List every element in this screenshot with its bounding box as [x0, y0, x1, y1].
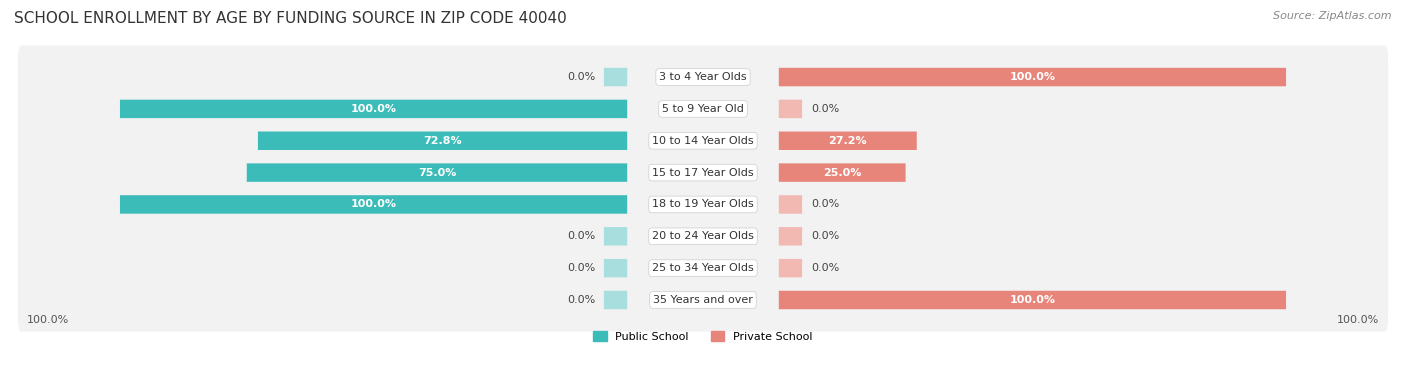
Text: 100.0%: 100.0%: [350, 199, 396, 210]
FancyBboxPatch shape: [257, 132, 627, 150]
FancyBboxPatch shape: [120, 100, 627, 118]
FancyBboxPatch shape: [605, 68, 627, 86]
Text: 0.0%: 0.0%: [811, 263, 839, 273]
Text: 75.0%: 75.0%: [418, 168, 456, 178]
FancyBboxPatch shape: [18, 109, 1388, 172]
Text: 3 to 4 Year Olds: 3 to 4 Year Olds: [659, 72, 747, 82]
FancyBboxPatch shape: [120, 195, 627, 214]
FancyBboxPatch shape: [18, 77, 1388, 141]
Text: 0.0%: 0.0%: [567, 295, 595, 305]
Text: Source: ZipAtlas.com: Source: ZipAtlas.com: [1274, 11, 1392, 21]
Text: 72.8%: 72.8%: [423, 136, 463, 146]
Text: 27.2%: 27.2%: [828, 136, 868, 146]
FancyBboxPatch shape: [18, 46, 1388, 109]
FancyBboxPatch shape: [605, 227, 627, 245]
FancyBboxPatch shape: [779, 100, 801, 118]
FancyBboxPatch shape: [605, 291, 627, 309]
Text: 0.0%: 0.0%: [811, 199, 839, 210]
FancyBboxPatch shape: [779, 259, 801, 277]
FancyBboxPatch shape: [247, 163, 627, 182]
FancyBboxPatch shape: [779, 291, 1286, 309]
Text: 100.0%: 100.0%: [350, 104, 396, 114]
Text: 100.0%: 100.0%: [1010, 295, 1056, 305]
FancyBboxPatch shape: [605, 259, 627, 277]
Text: 18 to 19 Year Olds: 18 to 19 Year Olds: [652, 199, 754, 210]
FancyBboxPatch shape: [18, 237, 1388, 300]
Text: 0.0%: 0.0%: [567, 263, 595, 273]
FancyBboxPatch shape: [779, 132, 917, 150]
FancyBboxPatch shape: [18, 268, 1388, 331]
Text: 100.0%: 100.0%: [1337, 315, 1379, 325]
Legend: Public School, Private School: Public School, Private School: [593, 331, 813, 342]
FancyBboxPatch shape: [779, 163, 905, 182]
Text: 10 to 14 Year Olds: 10 to 14 Year Olds: [652, 136, 754, 146]
FancyBboxPatch shape: [18, 205, 1388, 268]
Text: 0.0%: 0.0%: [811, 231, 839, 241]
Text: 15 to 17 Year Olds: 15 to 17 Year Olds: [652, 168, 754, 178]
Text: 0.0%: 0.0%: [567, 231, 595, 241]
Text: 0.0%: 0.0%: [811, 104, 839, 114]
FancyBboxPatch shape: [18, 173, 1388, 236]
Text: 35 Years and over: 35 Years and over: [652, 295, 754, 305]
Text: 25.0%: 25.0%: [823, 168, 862, 178]
Text: SCHOOL ENROLLMENT BY AGE BY FUNDING SOURCE IN ZIP CODE 40040: SCHOOL ENROLLMENT BY AGE BY FUNDING SOUR…: [14, 11, 567, 26]
Text: 5 to 9 Year Old: 5 to 9 Year Old: [662, 104, 744, 114]
FancyBboxPatch shape: [779, 227, 801, 245]
Text: 0.0%: 0.0%: [567, 72, 595, 82]
Text: 100.0%: 100.0%: [27, 315, 69, 325]
FancyBboxPatch shape: [18, 141, 1388, 204]
Text: 25 to 34 Year Olds: 25 to 34 Year Olds: [652, 263, 754, 273]
FancyBboxPatch shape: [779, 195, 801, 214]
FancyBboxPatch shape: [779, 68, 1286, 86]
Text: 20 to 24 Year Olds: 20 to 24 Year Olds: [652, 231, 754, 241]
Text: 100.0%: 100.0%: [1010, 72, 1056, 82]
